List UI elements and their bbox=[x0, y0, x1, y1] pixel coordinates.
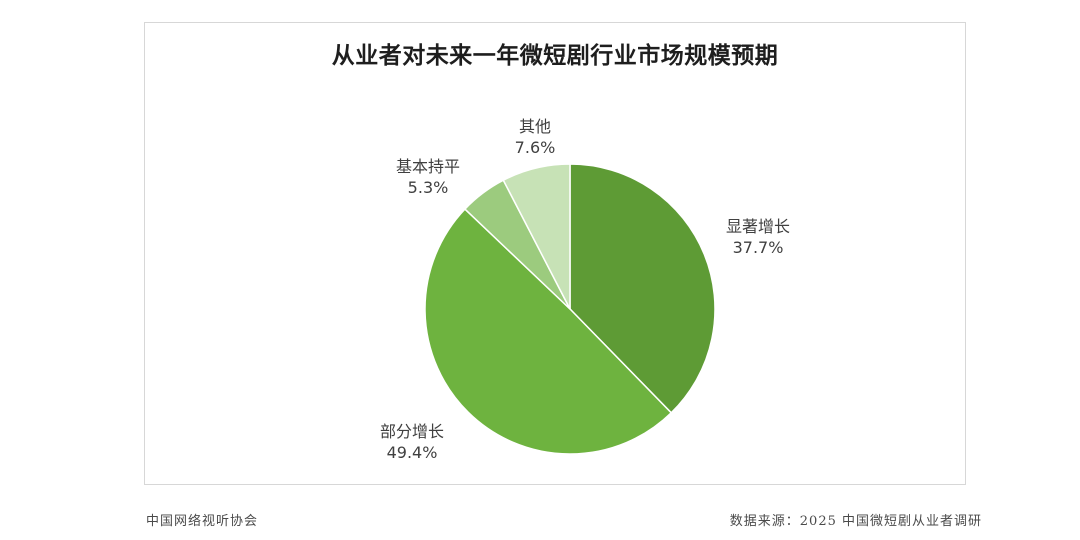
pie-labels: 显著增长 37.7% 部分增长 49.4% 基本持平 5.3% 其他 7.6% bbox=[380, 117, 790, 462]
pie-slice-partial-growth bbox=[424, 208, 673, 455]
pie-slice-significant-growth bbox=[569, 163, 716, 414]
slice-value-flat: 5.3% bbox=[408, 178, 449, 197]
footer-data-source: 数据来源：2025 中国微短剧从业者调研 bbox=[729, 514, 982, 529]
slice-label-flat: 基本持平 bbox=[396, 157, 460, 176]
slice-label-partial-growth: 部分增长 bbox=[380, 422, 444, 441]
chart-title: 从业者对未来一年微短剧行业市场规模预期 bbox=[331, 43, 779, 69]
pie-slice-other bbox=[502, 163, 571, 310]
slice-label-significant-growth: 显著增长 bbox=[726, 217, 790, 236]
footer-source-org: 中国网络视听协会 bbox=[146, 514, 259, 529]
slice-value-partial-growth: 49.4% bbox=[387, 443, 438, 462]
slice-value-other: 7.6% bbox=[515, 138, 556, 157]
slice-label-other: 其他 bbox=[519, 117, 551, 136]
slice-value-significant-growth: 37.7% bbox=[733, 238, 784, 257]
pie-slices bbox=[424, 163, 716, 455]
